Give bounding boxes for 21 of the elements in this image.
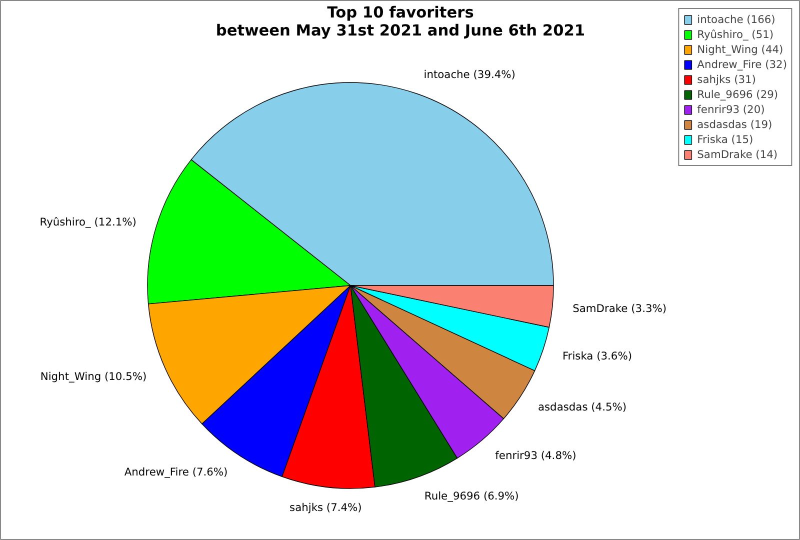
legend-label: Andrew_Fire (32) (697, 58, 787, 71)
data-label: asdasdas (4.5%) (538, 400, 627, 414)
data-label: sahjks (7.4%) (290, 500, 362, 514)
legend-label: Ryûshiro_ (51) (697, 28, 774, 41)
legend-label: sahjks (31) (697, 73, 756, 86)
legend-label: Night_Wing (44) (697, 43, 784, 56)
data-label: Rule_9696 (6.9%) (424, 490, 519, 503)
legend-label: asdasdas (19) (697, 118, 772, 131)
data-label: Night_Wing (10.5%) (40, 370, 147, 384)
legend-label: intoache (166) (697, 13, 776, 26)
legend-label: fenrir93 (20) (697, 103, 765, 116)
data-label: intoache (39.4%) (424, 68, 516, 82)
data-label: SamDrake (3.3%) (572, 302, 667, 316)
legend-label: Friska (15) (697, 133, 754, 146)
legend-label: Rule_9696 (29) (697, 88, 778, 101)
data-label: fenrir93 (4.8%) (495, 449, 576, 462)
data-label: Friska (3.6%) (562, 349, 632, 362)
chart-title: Top 10 favoriters between May 31st 2021 and June 6th 2021 (216, 4, 586, 40)
legend-label: SamDrake (14) (697, 148, 778, 161)
data-label: Ryûshiro_ (12.1%) (40, 215, 136, 228)
data-label: Andrew_Fire (7.6%) (124, 466, 228, 479)
